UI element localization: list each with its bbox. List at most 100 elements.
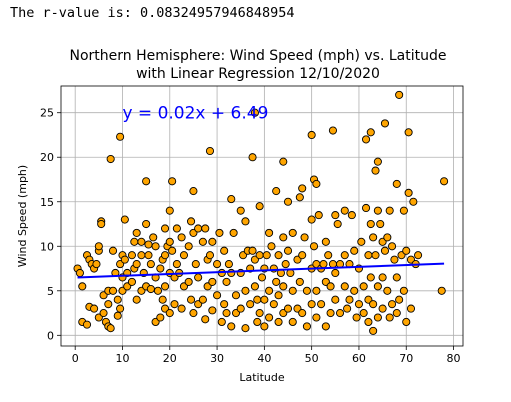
data-point bbox=[92, 260, 101, 269]
regression-line bbox=[77, 262, 445, 279]
data-point bbox=[165, 309, 174, 318]
data-point bbox=[236, 304, 245, 313]
x-tick-label: 70 bbox=[399, 352, 413, 365]
data-point bbox=[229, 228, 238, 237]
data-point bbox=[288, 228, 297, 237]
x-tick-label: 20 bbox=[163, 352, 177, 365]
data-point bbox=[156, 313, 165, 322]
data-point bbox=[350, 286, 359, 295]
data-point bbox=[172, 260, 181, 269]
data-point bbox=[373, 282, 382, 291]
data-point bbox=[350, 246, 359, 255]
data-point bbox=[298, 184, 307, 193]
data-point bbox=[189, 309, 198, 318]
data-point bbox=[409, 197, 418, 206]
data-point bbox=[283, 304, 293, 313]
data-point bbox=[406, 304, 416, 313]
data-point bbox=[366, 128, 375, 137]
data-point bbox=[187, 217, 196, 226]
data-point bbox=[288, 317, 297, 327]
data-point bbox=[359, 309, 368, 318]
data-point bbox=[312, 286, 321, 295]
data-point bbox=[357, 237, 366, 246]
data-point bbox=[279, 233, 288, 242]
data-point bbox=[94, 242, 103, 251]
data-point bbox=[82, 320, 92, 329]
data-point bbox=[194, 273, 203, 282]
data-point bbox=[231, 291, 241, 300]
data-point bbox=[179, 251, 189, 260]
regression-line-group bbox=[77, 262, 445, 279]
data-point bbox=[331, 295, 340, 304]
x-axis-ticks: 0 10 20 30 40 50 60 70 80 bbox=[72, 346, 461, 365]
data-point bbox=[302, 322, 311, 331]
data-point bbox=[274, 317, 283, 327]
data-point bbox=[440, 177, 449, 186]
data-point bbox=[248, 246, 257, 255]
x-tick-label: 80 bbox=[447, 352, 461, 365]
data-point bbox=[340, 282, 349, 291]
data-point bbox=[146, 284, 155, 294]
y-tick-label: 0 bbox=[47, 329, 54, 342]
data-point bbox=[376, 219, 385, 229]
data-point bbox=[373, 206, 382, 215]
data-point bbox=[319, 260, 328, 269]
data-point bbox=[331, 268, 340, 278]
data-point bbox=[437, 286, 446, 295]
y-tick-label: 10 bbox=[40, 240, 54, 253]
data-point bbox=[281, 260, 290, 269]
data-point bbox=[390, 255, 399, 264]
data-point bbox=[168, 246, 177, 255]
data-point bbox=[383, 233, 392, 242]
data-point bbox=[395, 295, 404, 304]
data-point bbox=[120, 215, 129, 224]
data-point bbox=[205, 146, 215, 156]
data-point bbox=[132, 295, 141, 304]
data-point bbox=[142, 219, 151, 229]
data-point bbox=[283, 197, 293, 206]
data-point bbox=[213, 291, 222, 300]
data-point bbox=[257, 273, 267, 282]
data-point bbox=[324, 251, 333, 260]
data-point bbox=[130, 237, 139, 246]
data-point bbox=[189, 187, 198, 196]
data-point bbox=[307, 300, 316, 309]
data-point bbox=[194, 224, 203, 233]
data-point bbox=[236, 206, 245, 215]
x-tick-label: 0 bbox=[72, 352, 79, 365]
data-point bbox=[255, 202, 264, 211]
data-point bbox=[279, 157, 288, 166]
data-point bbox=[352, 313, 361, 322]
data-point bbox=[361, 203, 371, 213]
data-point bbox=[385, 313, 394, 322]
data-point bbox=[144, 240, 153, 249]
data-point bbox=[314, 211, 323, 220]
data-point bbox=[279, 282, 288, 291]
data-point bbox=[106, 324, 115, 333]
data-point bbox=[373, 157, 382, 166]
data-point bbox=[165, 237, 174, 246]
data-point bbox=[262, 251, 271, 260]
data-point bbox=[312, 179, 321, 188]
data-point bbox=[364, 251, 373, 260]
data-point bbox=[156, 264, 165, 273]
data-point bbox=[208, 277, 217, 286]
y-tick-label: 20 bbox=[40, 151, 54, 164]
data-point bbox=[312, 313, 321, 322]
data-point bbox=[149, 233, 158, 242]
data-point bbox=[208, 237, 217, 246]
data-point bbox=[172, 224, 181, 233]
data-point bbox=[106, 154, 115, 164]
data-point bbox=[388, 300, 397, 309]
data-point bbox=[120, 255, 129, 264]
data-point bbox=[215, 228, 224, 237]
data-point bbox=[392, 179, 401, 188]
data-point bbox=[241, 286, 250, 295]
data-point bbox=[328, 260, 337, 269]
data-point bbox=[260, 295, 269, 304]
data-point bbox=[116, 132, 125, 141]
x-tick-label: 40 bbox=[257, 352, 271, 365]
data-point bbox=[399, 206, 408, 215]
data-point bbox=[414, 251, 423, 260]
data-point bbox=[222, 277, 231, 286]
